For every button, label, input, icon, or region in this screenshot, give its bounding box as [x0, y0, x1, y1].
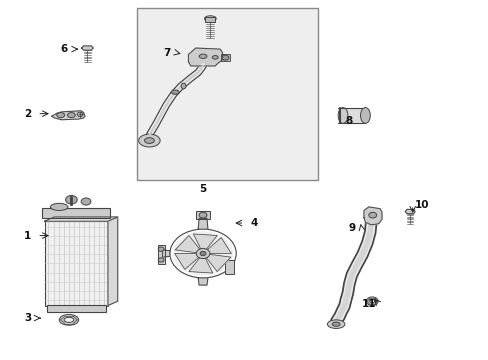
Ellipse shape: [171, 90, 179, 94]
Ellipse shape: [222, 55, 228, 60]
Ellipse shape: [158, 258, 163, 262]
Ellipse shape: [369, 300, 374, 303]
Text: 4: 4: [250, 218, 257, 228]
Bar: [47, 305, 105, 312]
Bar: [195, 211, 210, 219]
Ellipse shape: [57, 113, 64, 118]
Ellipse shape: [67, 113, 75, 118]
Ellipse shape: [327, 320, 344, 328]
Ellipse shape: [50, 203, 68, 211]
Polygon shape: [206, 238, 231, 253]
Polygon shape: [162, 250, 169, 257]
Ellipse shape: [200, 251, 205, 256]
Bar: [137, 8, 317, 180]
Ellipse shape: [331, 322, 339, 326]
Ellipse shape: [366, 297, 377, 306]
Bar: [44, 221, 108, 306]
Text: 6: 6: [61, 44, 67, 54]
Ellipse shape: [158, 247, 163, 251]
Polygon shape: [174, 253, 199, 269]
Polygon shape: [81, 46, 93, 50]
Ellipse shape: [199, 212, 206, 218]
Bar: [341, 108, 365, 123]
Text: 2: 2: [24, 109, 31, 119]
Ellipse shape: [65, 195, 77, 204]
Polygon shape: [205, 254, 230, 271]
Text: 8: 8: [345, 116, 352, 126]
Bar: [42, 208, 110, 219]
Ellipse shape: [181, 83, 185, 89]
Polygon shape: [363, 207, 381, 225]
Text: 11: 11: [361, 299, 375, 309]
Ellipse shape: [212, 55, 218, 59]
Ellipse shape: [199, 54, 206, 58]
Ellipse shape: [337, 108, 347, 123]
Polygon shape: [188, 257, 212, 273]
Ellipse shape: [59, 315, 79, 325]
Polygon shape: [175, 235, 200, 253]
Text: 3: 3: [24, 313, 31, 323]
Polygon shape: [198, 219, 207, 229]
Ellipse shape: [368, 212, 376, 218]
Text: 9: 9: [347, 224, 355, 233]
Polygon shape: [198, 278, 207, 285]
Bar: [224, 260, 233, 274]
Ellipse shape: [196, 248, 209, 258]
Text: 7: 7: [163, 48, 170, 58]
Ellipse shape: [64, 318, 74, 322]
Bar: [205, 17, 215, 22]
Ellipse shape: [81, 198, 91, 205]
Ellipse shape: [360, 108, 369, 123]
Ellipse shape: [77, 112, 83, 117]
Ellipse shape: [172, 231, 233, 276]
Polygon shape: [52, 111, 85, 120]
Text: 1: 1: [24, 231, 31, 240]
Polygon shape: [405, 210, 414, 214]
Ellipse shape: [139, 134, 160, 147]
Text: 10: 10: [414, 200, 429, 210]
Text: 5: 5: [199, 184, 206, 194]
Bar: [221, 54, 229, 61]
Bar: [158, 244, 164, 264]
Polygon shape: [108, 217, 118, 306]
Polygon shape: [188, 48, 222, 66]
Polygon shape: [44, 217, 118, 221]
Polygon shape: [193, 234, 217, 250]
Ellipse shape: [204, 16, 216, 22]
Ellipse shape: [144, 138, 154, 143]
